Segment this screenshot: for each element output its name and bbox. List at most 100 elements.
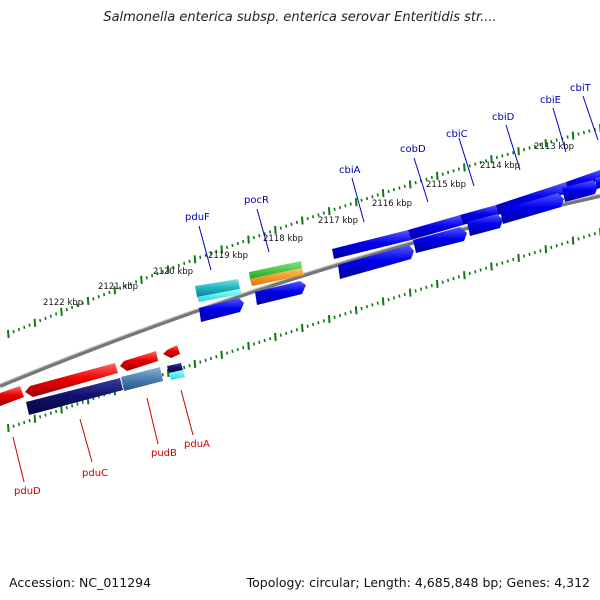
scale-tick bbox=[220, 350, 224, 359]
gene-cobD bbox=[408, 215, 463, 240]
scale-tick bbox=[81, 400, 84, 404]
scale-tick bbox=[550, 245, 553, 250]
scale-tick bbox=[490, 262, 493, 271]
scale-tick bbox=[555, 138, 558, 142]
scale-tick bbox=[468, 271, 471, 276]
scale-tick bbox=[166, 368, 170, 378]
scale-tick bbox=[17, 422, 21, 426]
scale-tick bbox=[435, 171, 439, 180]
scale-tick bbox=[593, 232, 596, 236]
scale-tick bbox=[582, 235, 586, 239]
gene-label-pduA: pduA bbox=[184, 439, 210, 450]
scale-tick bbox=[86, 296, 90, 306]
scale-tick bbox=[327, 207, 331, 216]
scale-tick bbox=[425, 285, 428, 290]
scale-tick bbox=[528, 146, 531, 150]
scale-tick bbox=[338, 313, 342, 318]
scale-tick bbox=[408, 288, 412, 297]
scale-tick bbox=[268, 230, 272, 234]
scale-tick bbox=[501, 261, 504, 265]
scale-tick bbox=[172, 265, 175, 270]
scale-tick bbox=[577, 237, 580, 241]
map-title: Salmonella enterica subsp. enterica sero… bbox=[103, 10, 497, 25]
scale-tick bbox=[447, 170, 450, 175]
scale-tick bbox=[258, 234, 261, 238]
scale-tick bbox=[392, 188, 396, 192]
scale-label: 2116 kbp bbox=[372, 199, 412, 209]
scale-tick bbox=[452, 169, 455, 173]
scale-tick bbox=[365, 305, 369, 309]
scale-tick bbox=[193, 255, 197, 264]
scale-tick bbox=[360, 198, 363, 202]
scale-tick bbox=[231, 349, 234, 353]
scale-tick bbox=[517, 253, 520, 262]
scale-tick bbox=[285, 224, 288, 228]
scale-tick bbox=[290, 222, 293, 226]
scale-tick bbox=[225, 245, 229, 250]
scale-tick bbox=[387, 298, 390, 302]
scale-tick bbox=[550, 140, 553, 144]
scale-tick bbox=[166, 265, 170, 274]
scale-ticks-inner bbox=[7, 228, 600, 433]
gene-pduF bbox=[195, 279, 240, 297]
scale-tick bbox=[193, 359, 197, 368]
scale-tick bbox=[322, 211, 325, 215]
scale-tick bbox=[447, 278, 450, 283]
scale-tick bbox=[290, 329, 293, 334]
scale-tick bbox=[544, 245, 548, 254]
scale-tick bbox=[113, 286, 117, 295]
scale-tick bbox=[344, 312, 347, 316]
scale-tick bbox=[311, 215, 315, 219]
scale-tick bbox=[317, 213, 320, 217]
accession-label: Accession: NC_011294 bbox=[9, 575, 152, 590]
scale-tick bbox=[156, 271, 159, 276]
scale-tick bbox=[360, 306, 363, 311]
scale-tick bbox=[577, 132, 580, 136]
scale-tick bbox=[242, 346, 245, 350]
scale-label: 2117 kbp bbox=[318, 216, 358, 226]
scale-tick bbox=[12, 424, 15, 428]
scale-tick bbox=[403, 184, 406, 188]
scale-tick bbox=[65, 406, 68, 410]
gene-label-pocR: pocR bbox=[244, 195, 269, 206]
scale-tick bbox=[33, 414, 37, 423]
scale-tick bbox=[183, 365, 186, 370]
scale-tick bbox=[102, 292, 106, 297]
scale-tick bbox=[528, 252, 531, 256]
scale-tick bbox=[295, 328, 299, 332]
scale-tick bbox=[414, 289, 417, 293]
scale-tick bbox=[236, 347, 239, 352]
scale-tick bbox=[566, 240, 569, 244]
gene-label-cbiA: cbiA bbox=[339, 165, 361, 176]
scale-tick bbox=[60, 307, 63, 316]
reverse-genes bbox=[0, 345, 185, 415]
gene-cbiA bbox=[332, 230, 411, 259]
scale-tick bbox=[506, 152, 509, 157]
scale-tick bbox=[506, 259, 509, 263]
scale-tick bbox=[544, 139, 548, 148]
scale-tick bbox=[403, 292, 406, 297]
scale-tick bbox=[354, 306, 358, 315]
gene-label-pduF: pduF bbox=[185, 212, 210, 223]
scale-label: 2114 kbp bbox=[480, 161, 520, 171]
scale-tick bbox=[539, 143, 542, 147]
scale-tick bbox=[588, 129, 591, 133]
scale-tick bbox=[23, 325, 26, 329]
scale-tick bbox=[349, 202, 352, 206]
scale-tick bbox=[441, 280, 444, 284]
gene-label-cbiD: cbiD bbox=[492, 112, 515, 123]
scale-tick bbox=[571, 131, 575, 140]
scale-tick bbox=[571, 236, 575, 245]
scale-tick bbox=[108, 290, 111, 295]
scale-tick bbox=[317, 321, 320, 325]
scale-tick bbox=[392, 296, 396, 300]
scale-tick bbox=[183, 261, 186, 266]
scale-tick bbox=[522, 254, 526, 258]
scale-tick bbox=[398, 294, 401, 298]
scale-label: 2118 kbp bbox=[263, 234, 303, 244]
scale-tick bbox=[468, 164, 471, 168]
scale-tick bbox=[333, 207, 336, 212]
scale-tick bbox=[295, 220, 299, 225]
scale-tick bbox=[242, 239, 245, 244]
